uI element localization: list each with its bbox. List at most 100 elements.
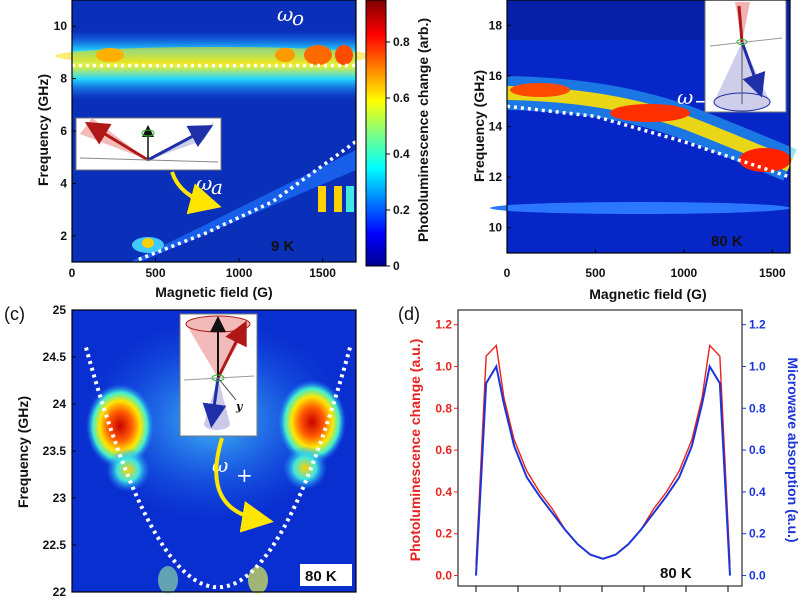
- panel-b-y-tick-label: 12: [489, 170, 503, 184]
- panel-b-hotspot: [510, 83, 570, 97]
- panel-a-stripe: [334, 186, 342, 212]
- y-axis-letter: y: [235, 400, 244, 413]
- panel-b-y-tick-label: 18: [489, 18, 503, 32]
- panel-c-y-tick-label: 22: [53, 585, 67, 599]
- panel-a-y-tick-label: 2: [60, 229, 67, 243]
- panel-c-right-hotspot: [278, 380, 346, 464]
- panel-c-y-tick-label: 23.5: [43, 444, 67, 458]
- inset-baseline: [183, 375, 255, 381]
- panel-b-x-tick-label: 0: [504, 266, 511, 280]
- panel-c-y-label: Frequency (GHz): [15, 396, 31, 508]
- colorbar-tick-label: 0.2: [393, 203, 410, 217]
- panel-b-temperature: 80 K: [711, 233, 743, 250]
- panel-b-x-label: Magnetic field (G): [589, 286, 706, 302]
- panel-b-y-tick-label: 16: [489, 69, 503, 83]
- panel-d-left-y-tick-label: 0.2: [435, 527, 452, 541]
- panel-d-left-y-label: Photoluminescence change (a.u.): [407, 339, 423, 562]
- panel-c-bottom-glow: [158, 566, 178, 594]
- panel-a-spin-inset: [75, 117, 222, 171]
- panel-a-dotted-curve-1: [138, 140, 358, 262]
- panel-c-y-tick-label: 22.5: [43, 538, 67, 552]
- colorbar: 0 0.2 0.4 0.6 0.8 Photoluminescence change (…: [365, 0, 431, 273]
- panel-a-x-tick-label: 1500: [309, 266, 336, 280]
- panel-c-warm-spot: [106, 448, 150, 492]
- panel-c-warm-spot: [283, 446, 327, 490]
- panel-a-hotspot: [275, 48, 295, 62]
- panel-d-right-y-tick-label: 0.8: [749, 401, 766, 415]
- panel-a-hotspot: [96, 48, 124, 62]
- yellow-arrow: [170, 171, 222, 215]
- panel-a-stripe: [346, 186, 354, 212]
- panel-a-y-tick-label: 10: [54, 19, 68, 33]
- panel-a-band-core: [55, 47, 375, 65]
- panel-b-x-tick-label: 1000: [671, 266, 698, 280]
- blue-spin-arrow: [202, 377, 227, 428]
- panel-c-y-tick-label: 24: [53, 397, 67, 411]
- yellow-arrow: [214, 437, 274, 533]
- panel-c-spin-inset: y: [179, 313, 258, 437]
- panel-a-y-label: Frequency (GHz): [35, 74, 51, 186]
- red-spin-arrow: [84, 121, 149, 162]
- panel-c-y-tick-label: 23: [53, 491, 67, 505]
- panel-c-temp-box: [300, 564, 352, 586]
- panel-d-label: (d): [398, 304, 420, 324]
- panel-d-frame: [457, 309, 743, 587]
- omega-a-label: ω: [196, 171, 212, 195]
- inset-baseline: [709, 37, 783, 47]
- green-orbit: [141, 129, 155, 137]
- panel-d-right-y-tick-label: 1.2: [749, 318, 766, 332]
- panel-d-left-y-tick-label: 1.0: [435, 359, 452, 373]
- panel-a-temperature: 9 K: [271, 238, 295, 255]
- panel-a-omega-a-trail: [130, 150, 356, 262]
- panel-a-hotspot: [304, 45, 332, 65]
- panel-b-low-band: [490, 202, 790, 214]
- panel-d-left-y-tick-label: 1.2: [435, 318, 452, 332]
- omega-plus-subscript: +: [236, 463, 253, 487]
- panel-b-y-label: Frequency (GHz): [471, 70, 487, 182]
- panel-b-spin-inset: [704, 0, 787, 113]
- panel-a-y-tick-label: 4: [60, 176, 67, 190]
- panel-b-y-tick-label: 14: [489, 120, 503, 134]
- panel-d-left-y-tick-label: 0.0: [435, 569, 452, 583]
- panel-b-hotspot: [610, 104, 690, 122]
- panel-c-y-tick-label: 24.5: [43, 350, 67, 364]
- panel-d-left-y-tick-label: 0.6: [435, 443, 452, 457]
- panel-b-y-tick-label: 10: [489, 221, 503, 235]
- panel-d-photoluminescence-line: [475, 344, 731, 566]
- panel-d-right-y-tick-label: 0.0: [749, 569, 766, 583]
- panel-d: (d) 80 K 0.0 0.2 0.4 0.6 0.8 1.0 1.2 0.0 0.2 0.4 0…: [398, 304, 800, 592]
- panel-c-left-hotspot: [86, 384, 154, 468]
- panel-b-x-tick-label: 1500: [759, 266, 786, 280]
- panel-d-temperature: 80 K: [660, 565, 692, 582]
- panel-c-dotted-curve-0: [84, 347, 352, 590]
- colorbar-tick-label: 0.8: [393, 35, 410, 49]
- panel-a-stripe: [318, 186, 326, 212]
- panel-a-x-tick-label: 1000: [226, 266, 253, 280]
- omega-minus-label: ω: [677, 85, 693, 109]
- colorbar-tick-label: 0.4: [393, 147, 410, 161]
- panel-a-hotspot: [335, 45, 353, 65]
- panel-d-absorption-line: [475, 363, 731, 576]
- blue-spin-arrow: [740, 41, 766, 98]
- panel-a-x-tick-label: 500: [146, 266, 166, 280]
- panel-a: ω o ω a 9 K 0 500 1000 1500 2 4 6 8 10 Magnetic …: [35, 0, 375, 300]
- panel-a-low-field-spot: [142, 238, 154, 248]
- panel-b-x-tick-label: 500: [585, 266, 605, 280]
- panel-d-right-y-tick-label: 0.4: [749, 485, 766, 499]
- omega-o-label: ω: [277, 2, 293, 26]
- omega-o-subscript: o: [292, 6, 304, 30]
- panel-d-right-y-tick-label: 1.0: [749, 359, 766, 373]
- panel-d-right-y-label: Microwave absorption (a.u.): [785, 357, 800, 542]
- panel-a-y-tick-label: 6: [60, 124, 67, 138]
- panel-a-y-tick-label: 8: [60, 72, 67, 86]
- colorbar-tick-label: 0.6: [393, 91, 410, 105]
- blue-spin-arrow: [147, 125, 214, 162]
- panel-a-x-label: Magnetic field (G): [155, 284, 272, 300]
- panel-d-left-y-tick-label: 0.4: [435, 485, 452, 499]
- inset-baseline: [79, 157, 219, 163]
- colorbar-gradient: [365, 0, 387, 267]
- colorbar-label: Photoluminescence change (arb.): [415, 18, 431, 242]
